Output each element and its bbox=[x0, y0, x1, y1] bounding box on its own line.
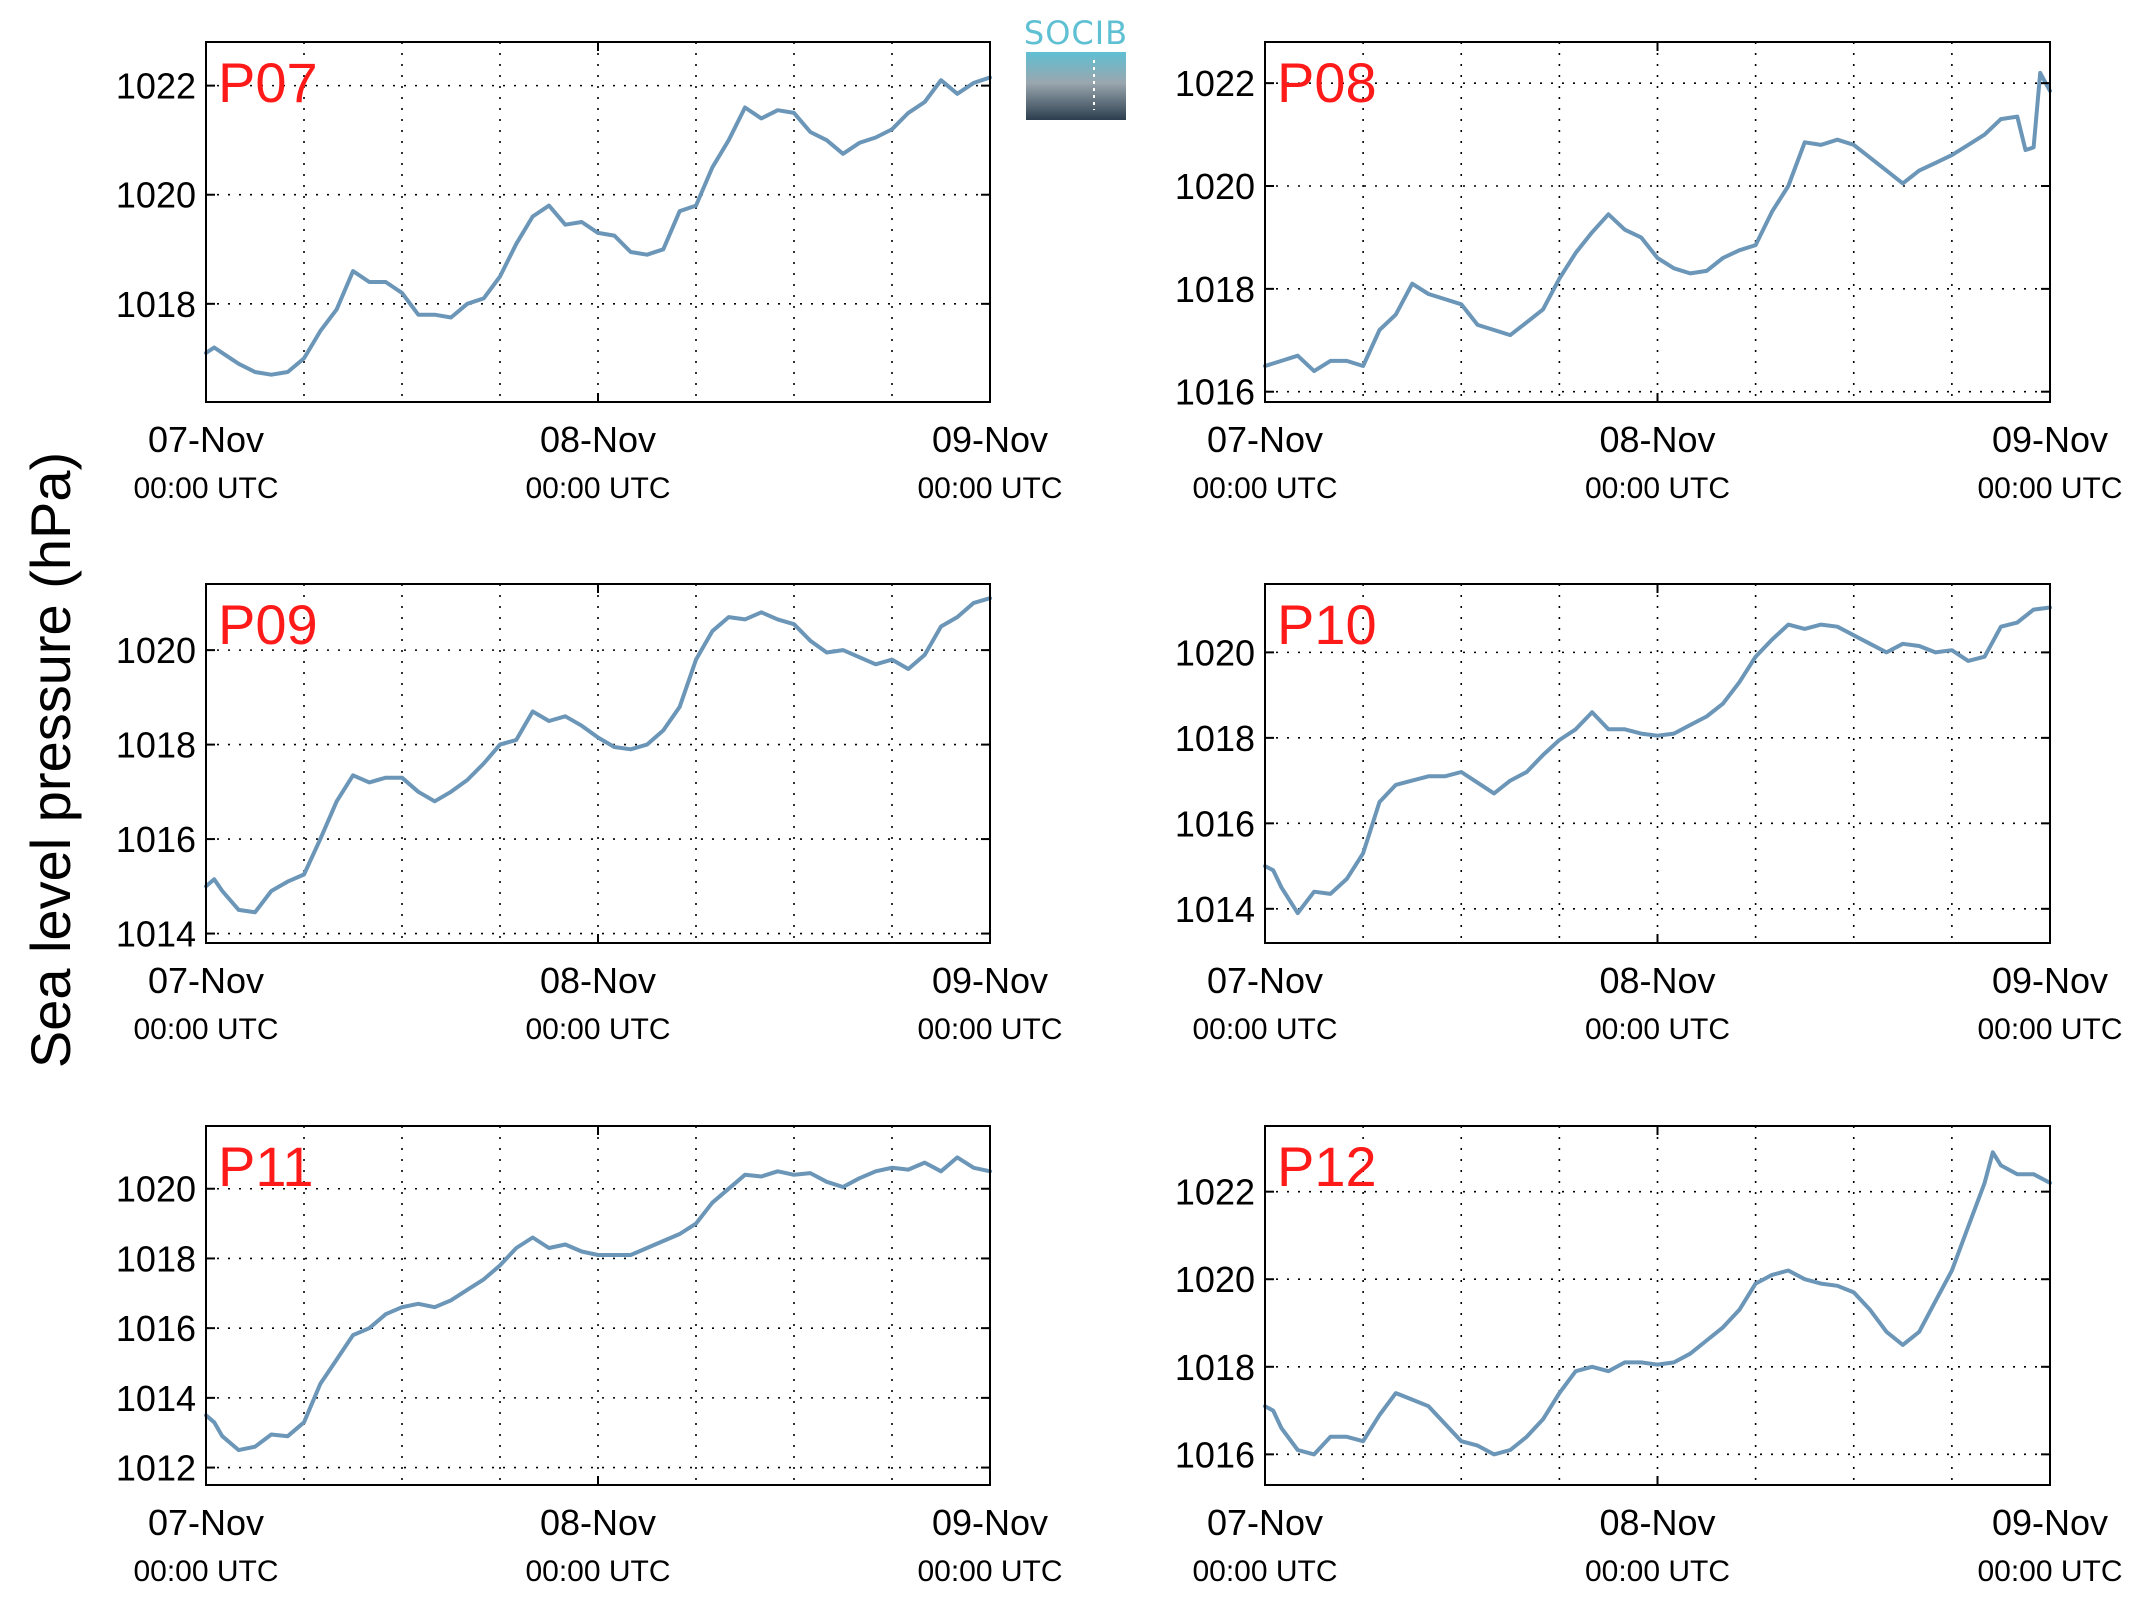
axes-frame bbox=[1264, 583, 2051, 944]
panel-label: P11 bbox=[218, 1135, 313, 1198]
y-tick-label: 1020 bbox=[116, 175, 196, 216]
figure-y-axis-label: Sea level pressure (hPa) bbox=[19, 452, 82, 1068]
x-tick-label-date: 07-Nov bbox=[1207, 419, 1323, 460]
axes-frame bbox=[205, 41, 991, 403]
y-tick-label: 1016 bbox=[1175, 803, 1255, 844]
chart-panel-p07: 1018 1020 1022 07-Nov 00:00 UTC 08-Nov 00:00 U… bbox=[116, 41, 1063, 505]
y-tick-label: 1018 bbox=[1175, 1347, 1255, 1388]
pressure-series-line bbox=[1263, 1150, 2052, 1457]
panel-label: P07 bbox=[218, 51, 318, 114]
axes-frame bbox=[205, 1125, 991, 1486]
x-tick-label-time: 00:00 UTC bbox=[917, 1013, 1062, 1046]
x-tick-label-date: 09-Nov bbox=[932, 419, 1048, 460]
x-tick-label-date: 08-Nov bbox=[540, 960, 656, 1001]
y-tick-label: 1018 bbox=[1175, 718, 1255, 759]
x-tick-label-time: 00:00 UTC bbox=[525, 1013, 670, 1046]
x-tick-label-time: 00:00 UTC bbox=[1192, 1013, 1337, 1046]
x-tick-label-date: 09-Nov bbox=[932, 1502, 1048, 1543]
y-tick-label: 1016 bbox=[116, 819, 196, 860]
x-tick-label-time: 00:00 UTC bbox=[1977, 1555, 2122, 1588]
x-tick-label-time: 00:00 UTC bbox=[1192, 1555, 1337, 1588]
y-tick-label: 1016 bbox=[1175, 1434, 1255, 1475]
x-tick-label-date: 09-Nov bbox=[1992, 1502, 2108, 1543]
x-tick-label-time: 00:00 UTC bbox=[1977, 472, 2122, 505]
socib-logo-mark bbox=[1026, 52, 1126, 120]
y-tick-label: 1018 bbox=[1175, 269, 1255, 310]
panel-label: P10 bbox=[1277, 593, 1377, 656]
y-tick-label: 1014 bbox=[116, 914, 196, 955]
socib-logo-text: SOCIB bbox=[1024, 14, 1128, 52]
x-tick-label-date: 07-Nov bbox=[148, 419, 264, 460]
axes-frame bbox=[1264, 41, 2051, 403]
x-tick-label-date: 08-Nov bbox=[540, 1502, 656, 1543]
x-tick-label-date: 08-Nov bbox=[1599, 419, 1715, 460]
panel-label: P09 bbox=[218, 593, 318, 656]
y-tick-label: 1014 bbox=[116, 1378, 196, 1419]
y-tick-label: 1022 bbox=[116, 66, 196, 107]
y-tick-label: 1020 bbox=[116, 630, 196, 671]
x-tick-label-date: 08-Nov bbox=[1599, 960, 1715, 1001]
y-tick-label: 1014 bbox=[1175, 889, 1255, 930]
panel-label: P12 bbox=[1277, 1135, 1377, 1198]
x-tick-label-date: 07-Nov bbox=[148, 960, 264, 1001]
y-tick-label: 1022 bbox=[1175, 1172, 1255, 1213]
x-tick-label-date: 07-Nov bbox=[148, 1502, 264, 1543]
y-tick-label: 1018 bbox=[116, 725, 196, 766]
x-tick-label-date: 07-Nov bbox=[1207, 960, 1323, 1001]
x-tick-label-time: 00:00 UTC bbox=[525, 472, 670, 505]
y-tick-label: 1016 bbox=[1175, 372, 1255, 413]
axes-frame bbox=[205, 583, 991, 944]
x-tick-label-time: 00:00 UTC bbox=[917, 1555, 1062, 1588]
x-tick-label-time: 00:00 UTC bbox=[1585, 472, 1730, 505]
x-tick-label-date: 09-Nov bbox=[1992, 419, 2108, 460]
panel-grid: 1018 1020 1022 07-Nov 00:00 UTC 08-Nov 00:00 U… bbox=[116, 41, 2123, 1588]
y-tick-label: 1018 bbox=[116, 284, 196, 325]
x-tick-label-date: 09-Nov bbox=[932, 960, 1048, 1001]
y-tick-label: 1022 bbox=[1175, 63, 1255, 104]
x-tick-label-date: 07-Nov bbox=[1207, 1502, 1323, 1543]
chart-panel-p12: 1016 1018 1020 1022 07-Nov 00:00 UTC 08-Nov 00:… bbox=[1175, 1125, 2123, 1588]
x-tick-label-time: 00:00 UTC bbox=[1585, 1555, 1730, 1588]
x-tick-label-time: 00:00 UTC bbox=[1585, 1013, 1730, 1046]
x-tick-label-date: 09-Nov bbox=[1992, 960, 2108, 1001]
y-tick-label: 1020 bbox=[1175, 1259, 1255, 1300]
pressure-series-line bbox=[204, 75, 992, 377]
chart-panel-p09: 1014 1016 1018 1020 07-Nov 00:00 UTC 08-Nov 00:… bbox=[116, 583, 1063, 1046]
y-tick-label: 1018 bbox=[116, 1238, 196, 1279]
pressure-series-line bbox=[204, 596, 992, 915]
x-tick-label-date: 08-Nov bbox=[1599, 1502, 1715, 1543]
chart-panel-p11: 1012 1014 1016 1018 1020 07-Nov 00:00 UTC 08-No… bbox=[116, 1125, 1063, 1588]
pressure-series-line bbox=[1263, 605, 2052, 916]
pressure-series-line bbox=[204, 1155, 992, 1453]
socib-logo: SOCIB bbox=[1024, 14, 1128, 120]
x-tick-label-time: 00:00 UTC bbox=[133, 1555, 278, 1588]
chart-panel-p08: 1016 1018 1020 1022 07-Nov 00:00 UTC 08-Nov 00:… bbox=[1175, 41, 2123, 505]
x-tick-label-time: 00:00 UTC bbox=[133, 1013, 278, 1046]
panel-label: P08 bbox=[1277, 51, 1377, 114]
chart-panel-p10: 1014 1016 1018 1020 07-Nov 00:00 UTC 08-Nov 00:… bbox=[1175, 583, 2123, 1046]
x-tick-label-time: 00:00 UTC bbox=[525, 1555, 670, 1588]
x-tick-label-time: 00:00 UTC bbox=[1192, 472, 1337, 505]
pressure-series-line bbox=[1263, 70, 2052, 374]
x-tick-label-time: 00:00 UTC bbox=[133, 472, 278, 505]
x-tick-label-time: 00:00 UTC bbox=[917, 472, 1062, 505]
y-tick-label: 1020 bbox=[1175, 166, 1255, 207]
x-tick-label-date: 08-Nov bbox=[540, 419, 656, 460]
y-tick-label: 1020 bbox=[1175, 632, 1255, 673]
y-tick-label: 1020 bbox=[116, 1169, 196, 1210]
x-tick-label-time: 00:00 UTC bbox=[1977, 1013, 2122, 1046]
y-tick-label: 1016 bbox=[116, 1308, 196, 1349]
y-tick-label: 1012 bbox=[116, 1448, 196, 1489]
